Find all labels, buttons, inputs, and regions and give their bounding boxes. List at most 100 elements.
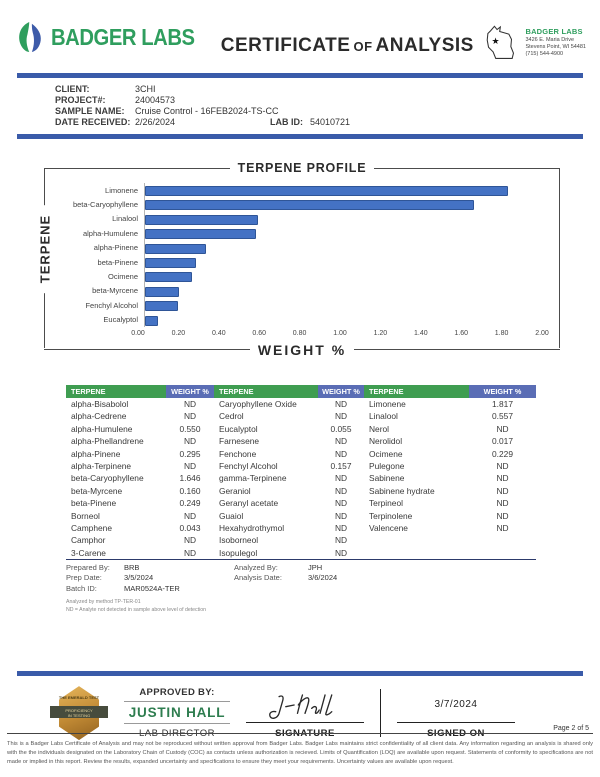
signature-image [246,688,364,723]
lab-id-value: 54010721 [310,117,351,127]
table-header-cell: WEIGHT % [166,384,214,398]
address-line: (715) 544-4900 [525,51,564,58]
table-row: beta-Caryophyllene 1.646 gamma-Terpinene ND… [66,472,536,484]
divider-bar [17,134,583,139]
table-row: Camphene 0.043 Hexahydrothymol ND Valencene N… [66,522,536,534]
bar-zone [144,254,542,270]
table-row: alpha-Cedrene ND Cedrol ND Linalool 0.557 [66,410,536,422]
analysis-meta-block: Prepared By: BRB Analyzed By: JPH Prep D… [66,563,600,595]
axis-tick-label: 0.60 [252,329,266,337]
terpene-name-cell: Valencene [369,523,408,533]
weight-value-cell: ND [496,510,509,521]
terpene-name-cell: Nerol [369,423,390,434]
address-line: 3426 E. Maria Drive [525,36,575,43]
terpene-name-cell: Geraniol [219,485,251,496]
axis-tick-label: 0.80 [292,329,307,337]
terpene-name-cell: Ocimene [369,448,403,459]
weight-value-cell: 0.229 [492,448,513,459]
badge-text: PROFICIENCY [65,707,93,713]
badger-logo-icon [19,22,41,52]
data-bar [145,186,508,196]
table-row: alpha-Bisabolol ND Caryophyllene Oxide ND Li… [66,398,536,410]
date-received-row: DATE RECEIVED: 2/26/2024 LAB ID: 5401072… [55,117,600,128]
terpene-name-cell: Geranyl acetate [219,498,279,509]
prep-date-label: Prep Date: [66,573,102,583]
sample-name-value: Cruise Control - 16FEB2024-TS-CC [135,106,279,116]
approved-by-block: APPROVED BY: JUSTIN HALL LAB DIRECTOR [124,687,230,739]
weight-value-cell: ND [183,547,197,558]
chart-x-axis-label: WEIGHT % [257,341,347,358]
page-title: CERTIFICATE OF ANALYSIS [221,35,474,57]
sample-name-label: SAMPLE NAME: [55,106,125,116]
project-label: PROJECT#: [55,95,106,105]
weight-value-cell: ND [183,510,197,521]
signature-block: SIGNATURE [246,688,364,739]
data-bar [145,257,197,268]
terpene-name-cell: beta-Caryophyllene [71,473,144,484]
terpene-name-cell: Linalool [369,411,398,422]
approver-title: LAB DIRECTOR [138,728,216,740]
weight-value-cell: 1.646 [179,473,201,484]
badge-text: THE EMERALD TEST [58,695,100,701]
bar-zone [144,240,542,255]
signed-on-date: 3/7/2024 [397,688,515,723]
terpene-table-body: alpha-Bisabolol ND Caryophyllene Oxide ND Li… [66,398,536,560]
bar-zone [144,226,542,241]
axis-tick-label: 1.00 [333,329,347,337]
chart-bar-row: Linalool [54,211,542,227]
axis-tick-label: 0.40 [211,329,226,337]
terpene-name-cell: Hexahydrothymol [219,523,285,533]
badge-text: IN TESTING [67,712,91,718]
table-row: alpha-Humulene 0.550 Eucalyptol 0.055 Nerol N… [66,423,536,435]
table-row: Borneol ND Guaiol ND Terpinolene ND [66,509,536,521]
spacer [308,584,438,595]
sample-name-row: SAMPLE NAME: Cruise Control - 16FEB2024-… [55,106,600,117]
weight-value-cell: ND [334,399,348,410]
data-bar [145,229,257,240]
weight-value-cell: ND [496,498,509,509]
data-bar [145,243,206,254]
date-received-label: DATE RECEIVED: [55,117,131,127]
terpene-name-cell: Borneol [71,510,100,521]
chart-plot-area: Limonene beta-Caryophyllene Linalool alpha-… [54,183,542,327]
data-bar [145,286,179,297]
weight-value-cell: 1.817 [492,399,513,410]
data-bar [145,200,474,211]
terpene-name-cell: Eucalyptol [219,423,258,434]
data-bar [145,315,158,326]
signature-separator-line [380,689,381,738]
chart-bar-row: Fenchyl Alcohol [54,298,542,313]
axis-tick-label: 2.00 [535,329,549,337]
lab-name: BADGER LABS [525,27,583,36]
analyzed-by-label: Analyzed By: [234,562,278,572]
chart-bar-row: beta-Myrcene [54,283,542,299]
bar-zone [144,283,542,299]
weight-value-cell: 0.557 [492,411,513,422]
prepared-by-label: Prepared By: [66,562,110,572]
table-row: alpha-Terpinene ND Fenchyl Alcohol 0.157 Pul… [66,460,536,472]
terpene-name-cell: Terpineol [369,498,403,509]
chart-bar-row: alpha-Humulene [54,226,542,241]
weight-value-cell: 0.017 [492,436,513,447]
chart-bar-row: alpha-Pinene [54,240,542,255]
table-header-cell: TERPENE [214,384,318,398]
category-label: Limonene [105,185,138,195]
weight-value-cell: ND [334,510,348,521]
project-row: PROJECT#: 24004573 [55,95,600,106]
terpene-name-cell: alpha-Phellandrene [71,436,144,447]
lab-address-text: BADGER LABS 3426 E. Maria Drive Stevens … [525,20,586,58]
date-received-value: 2/26/2024 [135,117,176,127]
weight-value-cell: ND [334,411,348,422]
terpene-name-cell: alpha-Bisabolol [71,399,129,410]
weight-value-cell: ND [183,411,197,422]
sample-info-block: CLIENT: 3CHI PROJECT#: 24004573 SAMPLE N… [55,84,600,128]
terpene-name-cell: Isopulegol [219,547,258,558]
weight-value-cell: 0.249 [179,498,201,509]
client-row: CLIENT: 3CHI [55,84,600,95]
weight-value-cell: ND [334,485,348,496]
table-row: beta-Myrcene 0.160 Geraniol ND Sabinene hydr… [66,485,536,497]
weight-value-cell: 0.160 [179,485,201,496]
terpene-name-cell: Sabinene hydrate [369,485,435,496]
data-bar [145,214,258,225]
title-word: ANALYSIS [375,35,474,56]
